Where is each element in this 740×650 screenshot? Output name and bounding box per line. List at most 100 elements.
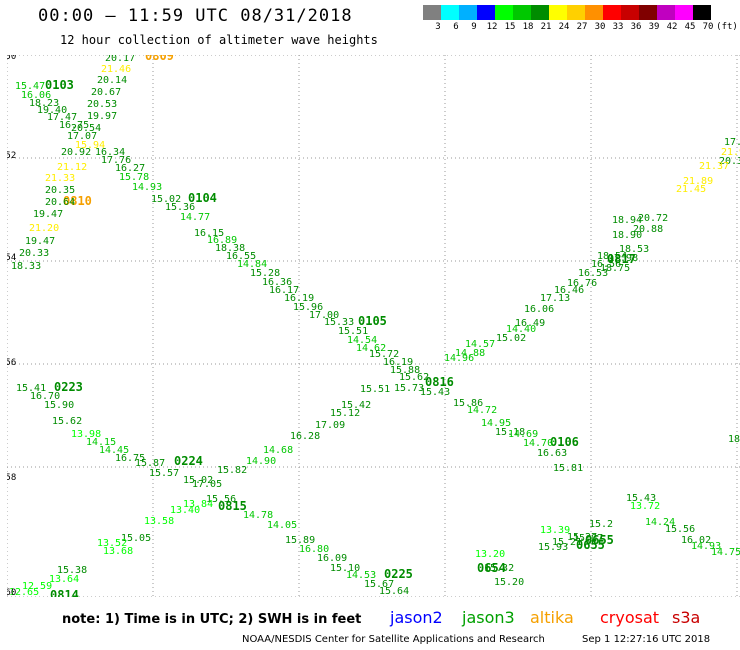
wave-height-value: 15.73 xyxy=(394,383,424,394)
satellite-jason2-label: jason2 xyxy=(390,608,443,627)
wave-height-value: 14.05 xyxy=(267,520,297,531)
wave-height-value: 13.84 xyxy=(183,499,213,510)
wave-height-value: 19.47 xyxy=(33,209,63,220)
colorbar-label: 45 xyxy=(684,22,696,32)
wave-height-value: 15.87 xyxy=(135,458,165,469)
wave-height-value: 14.45 xyxy=(99,445,129,456)
wave-height-value: 15.32 xyxy=(484,563,514,574)
wave-height-value: 14.78 xyxy=(243,510,273,521)
wave-height-value: 17.98 xyxy=(608,253,638,264)
wave-height-value: 15.64 xyxy=(379,586,409,597)
wave-height-value: 15.82 xyxy=(217,465,247,476)
wave-height-value: 13.72 xyxy=(630,501,660,512)
wave-height-value: 14.90 xyxy=(246,456,276,467)
wave-height-value: 16.06 xyxy=(524,304,554,315)
wave-height-value: 18.54 xyxy=(597,251,627,262)
wave-height-value: 14.88 xyxy=(455,348,485,359)
wave-height-value: 16.19 xyxy=(383,357,413,368)
track-time-label: 0105 xyxy=(358,314,387,328)
wave-height-value: 20.14 xyxy=(97,75,127,86)
wave-height-value: 16.56 xyxy=(591,259,621,270)
wave-height-value: 15.90 xyxy=(44,400,74,411)
track-time-label: 0809 xyxy=(145,55,174,63)
wave-height-value: 15.02 xyxy=(496,333,526,344)
colorbar-label: 9 xyxy=(471,22,477,32)
wave-height-value: 15.07 xyxy=(573,533,603,544)
colorbar-swatch xyxy=(531,5,549,20)
colorbar-label: 36 xyxy=(630,22,642,32)
colorbar-label: 15 xyxy=(504,22,516,32)
wave-height-value: 16.46 xyxy=(554,285,584,296)
wave-height-value: 18 xyxy=(728,434,740,445)
colorbar-swatch xyxy=(639,5,657,20)
wave-height-labels: 0809 0103 0810 0104 0105 0816 0817 0223 0224 0815… xyxy=(9,55,740,597)
wave-height-value: 14.40 xyxy=(506,324,536,335)
wave-height-value: 21.33 xyxy=(45,173,75,184)
wave-height-value: 18.90 xyxy=(612,230,642,241)
wave-height-value: 15.96 xyxy=(293,302,323,313)
wave-height-value: 15.18 xyxy=(495,427,525,438)
track-time-label: 0816 xyxy=(425,375,454,389)
wave-height-value: 15.51 xyxy=(338,326,368,337)
legend-row: note: 1) Time is in UTC; 2) SWH is in fe… xyxy=(0,608,740,630)
wave-height-value: 16.17 xyxy=(269,285,299,296)
wave-height-value: 14.68 xyxy=(263,445,293,456)
wave-height-value: 14.84 xyxy=(237,259,267,270)
wave-height-value: 14.62 xyxy=(356,343,386,354)
wave-height-value: 14.53 xyxy=(346,570,376,581)
wave-height-value: 15.47 xyxy=(15,81,45,92)
wave-height-value: 20.67 xyxy=(91,87,121,98)
wave-height-value: 16.89 xyxy=(207,235,237,246)
satellite-s3a-label: s3a xyxy=(672,608,701,627)
wave-height-value: 18.75 xyxy=(600,263,630,274)
track-time-label: 0224 xyxy=(174,454,203,468)
wave-height-value: 15.12 xyxy=(330,408,360,419)
colorbar-swatch xyxy=(477,5,495,20)
wave-height-value: 16.28 xyxy=(290,431,320,442)
wave-height-value: 15.2 xyxy=(589,519,613,530)
wave-height-value: 17.76 xyxy=(101,155,131,166)
colorbar-swatch xyxy=(603,5,621,20)
colorbar-label: 33 xyxy=(612,22,624,32)
colorbar-swatch xyxy=(549,5,567,20)
track-time-label: 0104 xyxy=(188,191,217,205)
wave-height-value: 13.20 xyxy=(475,549,505,560)
wave-height-value: 16.27 xyxy=(115,163,145,174)
altimeter-map: 0809 0103 0810 0104 0105 0816 0817 0223 0224 0815… xyxy=(7,55,740,597)
wave-height-value: 16.75 xyxy=(59,120,89,131)
wave-height-value: 15.62 xyxy=(399,372,429,383)
colorbar-label: 18 xyxy=(522,22,534,32)
wave-height-value: 20.88 xyxy=(633,224,663,235)
wave-height-value: 20.17 xyxy=(105,55,135,64)
wave-height-value: 18.23 xyxy=(29,98,59,109)
wave-height-value: 15.62 xyxy=(52,416,82,427)
wave-height-value: 15.78 xyxy=(119,172,149,183)
timestamp-text: Sep 1 12:27:16 UTC 2018 xyxy=(582,634,711,645)
colorbar xyxy=(423,5,711,20)
wave-height-value: 15.56 xyxy=(206,494,236,505)
wave-height-value: 21.45 xyxy=(676,184,706,195)
colorbar-labels: 3 6 9 12 15 18 21 24 27 30 33 36 39 42 45 70 (ft) xyxy=(423,22,740,34)
colorbar-unit: (ft) xyxy=(716,22,738,32)
wave-height-value: 17.07 xyxy=(67,131,97,142)
wave-height-value: 15.28 xyxy=(250,268,280,279)
colorbar-swatch xyxy=(423,5,441,20)
wave-height-value: 15.89 xyxy=(285,535,315,546)
legend-note: note: 1) Time is in UTC; 2) SWH is in fe… xyxy=(62,612,362,627)
wave-height-value: 15.10 xyxy=(330,563,360,574)
wave-height-value: 13.98 xyxy=(71,429,101,440)
wave-height-value: 21.37 xyxy=(699,161,729,172)
wave-height-value: 15.72 xyxy=(369,349,399,360)
wave-height-value: 15.42 xyxy=(341,400,371,411)
wave-height-value: 15.02 xyxy=(183,475,213,486)
wave-height-value: 17.00 xyxy=(309,310,339,321)
wave-height-value: 16.19 xyxy=(284,293,314,304)
wave-height-value: 15.21 xyxy=(552,537,582,548)
wave-height-value: 21.89 xyxy=(683,176,713,187)
wave-height-value: 12.65 xyxy=(9,587,39,597)
wave-height-value: 13.52 xyxy=(97,538,127,549)
wave-height-value: 15.86 xyxy=(453,398,483,409)
wave-height-value: 13.58 xyxy=(144,516,174,527)
wave-height-value: 14.95 xyxy=(481,418,511,429)
colorbar-swatch xyxy=(675,5,693,20)
